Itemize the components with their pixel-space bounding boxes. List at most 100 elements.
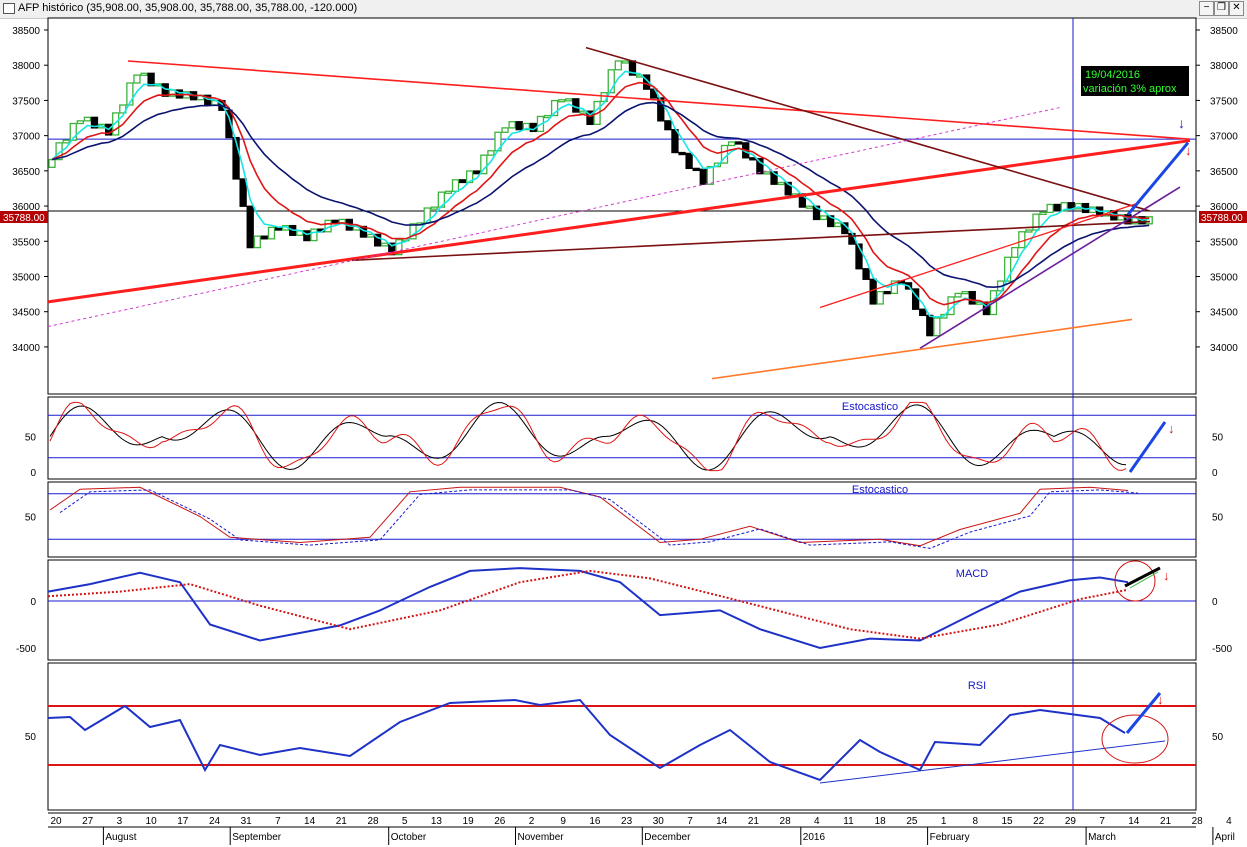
price-tick-right: 36000: [1210, 202, 1238, 213]
projection-arrow-price: [1126, 141, 1190, 216]
chart-window-icon: [3, 3, 15, 14]
price-tick-right: 34500: [1210, 308, 1238, 319]
candle-down: [869, 278, 877, 305]
candle-up: [395, 239, 403, 256]
x-day-label: 22: [1033, 816, 1045, 827]
restore-button[interactable]: ❐: [1214, 1, 1229, 16]
candle-up: [267, 226, 276, 240]
x-day-label: 16: [589, 816, 601, 827]
candle-down: [855, 243, 863, 270]
macd-down-arrow-icon: ↓: [1163, 568, 1170, 583]
panel-frame: [47, 396, 1197, 480]
price-tick-left: 34500: [12, 308, 40, 319]
stoch1-d-line: [49, 401, 1127, 472]
rsi-line: [47, 698, 1126, 782]
candle-up: [763, 171, 771, 175]
candle-up: [834, 222, 842, 228]
x-day-label: 26: [494, 816, 506, 827]
stoch1-tick-left: 0: [30, 468, 36, 479]
x-day-label: 5: [402, 816, 408, 827]
macd-label: MACD: [956, 568, 988, 580]
candle-down: [90, 116, 99, 129]
price-tick-left: 38000: [12, 61, 40, 72]
x-month-label: 2016: [803, 832, 826, 843]
x-day-label: 7: [687, 816, 693, 827]
candle-up: [777, 181, 785, 186]
price-panel[interactable]: 38500 38500 38000 38000 37500 37500 37000 37000…: [12, 18, 1238, 810]
window-titlebar[interactable]: AFP histórico (35,908.00, 35,908.00, 35,…: [0, 0, 1247, 19]
candle-up: [1004, 256, 1012, 282]
candle-up: [1145, 216, 1153, 225]
price-tick-right: 37500: [1210, 96, 1238, 107]
x-month-label: September: [232, 832, 282, 843]
price-tag-right: [1199, 211, 1247, 223]
minimize-button[interactable]: −: [1199, 1, 1214, 16]
candle-down: [678, 151, 686, 156]
x-day-label: 1: [941, 816, 947, 827]
x-day-label: 31: [241, 816, 253, 827]
candle-down: [770, 171, 778, 185]
panel-frame: [47, 17, 1197, 395]
x-month-label: March: [1088, 832, 1116, 843]
stoch2-k-line: [49, 486, 1129, 547]
candle-up: [140, 72, 148, 76]
candle-up: [1046, 203, 1054, 214]
price-tick-left: 34000: [12, 343, 40, 354]
stochastic-panel-1[interactable]: 50 50 0 0 ↓: [25, 401, 1224, 479]
x-month-label: August: [105, 832, 136, 843]
x-day-label: 20: [50, 816, 62, 827]
candle-up: [430, 206, 438, 210]
candle-up: [876, 290, 884, 305]
candle-up: [614, 60, 622, 71]
macd-line: [47, 567, 1129, 650]
macd-projection-arrow-green: [1129, 571, 1159, 589]
price-tick-right: 38000: [1210, 61, 1238, 72]
price-tag-left: [0, 211, 48, 223]
panel-frame: [47, 662, 1197, 811]
candle-up: [961, 290, 969, 295]
x-month-label: November: [518, 832, 565, 843]
candle-down: [883, 290, 891, 295]
candle-up: [76, 120, 84, 125]
price-tick-left: 35000: [12, 272, 40, 283]
x-day-label: 7: [275, 816, 281, 827]
candle-down: [685, 152, 693, 170]
stoch1-tick-left: 50: [25, 433, 37, 444]
candle-down: [147, 72, 155, 87]
candle-up: [62, 139, 70, 144]
annotation-date: 19/04/2016: [1085, 69, 1140, 81]
candle-down: [926, 314, 934, 337]
candle-down: [919, 308, 927, 317]
price-tick-right: 36500: [1210, 167, 1238, 178]
ma-mid-line: [51, 81, 1150, 306]
candle-up: [112, 112, 120, 136]
x-day-label: 18: [875, 816, 887, 827]
close-button[interactable]: ✕: [1229, 1, 1244, 16]
rsi-panel[interactable]: 50 50 ↓: [25, 692, 1224, 784]
price-tag-right-text: 35788.00: [1201, 213, 1243, 224]
rsi-highlight-circle: [1101, 714, 1169, 764]
trend-line-purple: [919, 186, 1181, 350]
x-day-label: 21: [748, 816, 760, 827]
candle-up: [550, 99, 559, 117]
macd-panel[interactable]: 0 0 -500 -500 ↓: [16, 560, 1232, 655]
candle-up: [451, 179, 460, 192]
x-day-label: 10: [146, 816, 158, 827]
candle-down: [749, 157, 757, 161]
candle-up: [69, 122, 77, 141]
macd-tick-left: -500: [16, 644, 36, 655]
stoch1-label: Estocastico: [842, 401, 898, 413]
candle-down: [260, 235, 269, 240]
trend-line-red-top: [127, 60, 1191, 140]
stoch2-tick-right: 50: [1212, 513, 1224, 524]
rsi-trend-line: [819, 740, 1166, 784]
candle-down: [862, 268, 870, 280]
rsi-down-arrow-icon: ↓: [1157, 692, 1164, 707]
candle-up: [409, 223, 417, 240]
stochastic-panel-2[interactable]: 50 50: [25, 486, 1224, 549]
candle-up: [508, 121, 516, 129]
candle-up: [727, 141, 736, 147]
price-tick-right: 35500: [1210, 237, 1238, 248]
x-month-label: December: [644, 832, 691, 843]
